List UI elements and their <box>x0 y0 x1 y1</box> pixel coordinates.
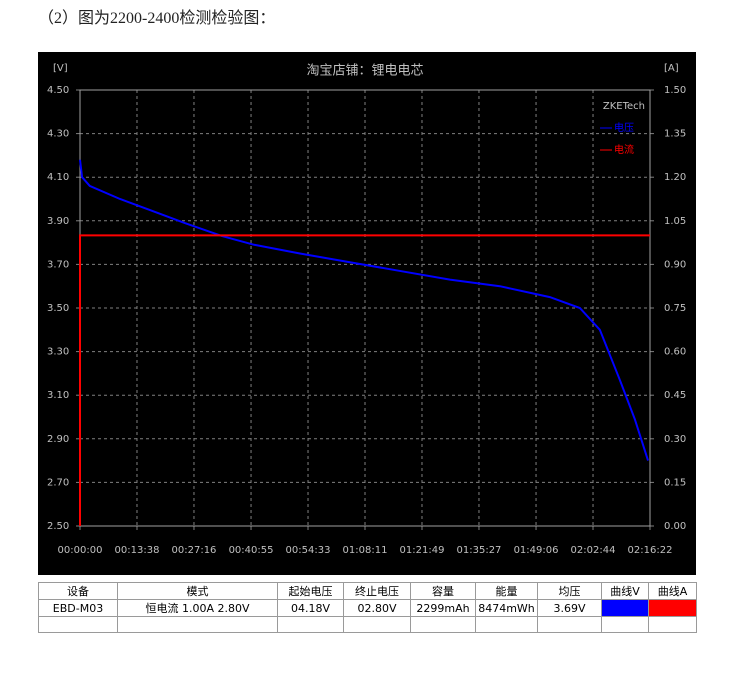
x-tick-label: 00:00:00 <box>58 545 103 556</box>
table-cell: 2299mAh <box>410 599 476 617</box>
table-cell <box>648 616 697 633</box>
table-cell <box>410 616 476 633</box>
table-cell <box>38 616 118 633</box>
y-tick-label: 2.70 <box>47 477 69 488</box>
x-tick-label: 01:49:06 <box>514 545 559 556</box>
x-tick-label: 02:16:22 <box>628 545 673 556</box>
table-cell <box>343 616 411 633</box>
y-tick-label: 4.50 <box>47 85 69 96</box>
x-tick-label: 01:08:11 <box>343 545 388 556</box>
table-cell: 能量 <box>475 582 538 600</box>
chart: 淘宝店铺：锂电电芯 [V] [A] ZKETech 2.50 2.70 2.90 3.… <box>38 52 696 575</box>
x-tick-label: 01:21:49 <box>400 545 445 556</box>
table-cell: EBD-M03 <box>38 599 118 617</box>
table-cell: 容量 <box>410 582 476 600</box>
y-tick-label: 4.30 <box>47 129 69 140</box>
x-tick-label: 02:02:44 <box>571 545 616 556</box>
table-row <box>38 616 697 633</box>
y-tick-label: 3.50 <box>47 303 69 314</box>
table-cell <box>601 616 649 633</box>
table-cell: 均压 <box>537 582 602 600</box>
table-row: EBD-M03 恒电流 1.00A 2.80V 04.18V 02.80V 2299mA… <box>38 599 697 617</box>
chart-title: 淘宝店铺：锂电电芯 <box>306 64 423 79</box>
table-cell: 3.69V <box>537 599 602 617</box>
table-cell: 曲线V <box>601 582 649 600</box>
series-line <box>79 159 650 461</box>
y2-tick-label: 0.45 <box>664 390 686 401</box>
table-cell: 曲线A <box>648 582 697 600</box>
table-cell <box>648 599 697 617</box>
x-tick-label: 00:13:38 <box>115 545 160 556</box>
y2-tick-label: 0.90 <box>664 259 686 270</box>
x-tick-label: 00:40:55 <box>229 545 274 556</box>
table-cell: 终止电压 <box>343 582 411 600</box>
chart-panel <box>38 52 696 575</box>
y2-tick-label: 1.50 <box>664 85 686 96</box>
table-cell: 模式 <box>117 582 278 600</box>
y-axis-label: [V] <box>53 63 68 74</box>
series-line <box>79 234 650 526</box>
y2-tick-label: 0.75 <box>664 303 686 314</box>
table-header: 设备 模式 起始电压 终止电压 容量 能量 均压 曲线V 曲线A <box>38 582 697 600</box>
table-cell: 8474mWh <box>475 599 538 617</box>
y-tick-label: 4.10 <box>47 172 69 183</box>
y2-tick-label: 0.15 <box>664 477 686 488</box>
y-tick-label: 3.90 <box>47 216 69 227</box>
table-cell: 起始电压 <box>277 582 344 600</box>
y2-tick-label: 1.20 <box>664 172 686 183</box>
table-cell <box>277 616 344 633</box>
caption: （2）图为2200-2400检测检验图： <box>38 10 276 27</box>
result-table: 设备 模式 起始电压 终止电压 容量 能量 均压 曲线V 曲线A EBD-M03 恒电流 1.00A… <box>38 582 697 633</box>
annotation: ZKETech <box>603 101 645 112</box>
y-tick-label: 2.50 <box>47 521 69 532</box>
y2-tick-label: 0.60 <box>664 347 686 358</box>
table-cell: 设备 <box>38 582 118 600</box>
table-cell <box>117 616 278 633</box>
x-tick-label: 01:35:27 <box>457 545 502 556</box>
legend-label: 电流 <box>614 143 634 156</box>
y2-tick-label: 0.00 <box>664 521 686 532</box>
legend-label: 电压 <box>614 121 634 134</box>
x-tick-label: 00:54:33 <box>286 545 331 556</box>
table-cell <box>537 616 602 633</box>
y-tick-label: 3.70 <box>47 259 69 270</box>
y-tick-label: 3.10 <box>47 390 69 401</box>
table-cell: 02.80V <box>343 599 411 617</box>
table-cell <box>601 599 649 617</box>
y2-tick-label: 1.05 <box>664 216 686 227</box>
y-tick-label: 2.90 <box>47 434 69 445</box>
y-tick-label: 3.30 <box>47 347 69 358</box>
table-cell: 04.18V <box>277 599 344 617</box>
table-cell <box>475 616 538 633</box>
x-tick-label: 00:27:16 <box>172 545 217 556</box>
table-cell: 恒电流 1.00A 2.80V <box>117 599 278 617</box>
y2-tick-label: 1.35 <box>664 129 686 140</box>
y2-axis-label: [A] <box>664 63 679 74</box>
y2-tick-label: 0.30 <box>664 434 686 445</box>
